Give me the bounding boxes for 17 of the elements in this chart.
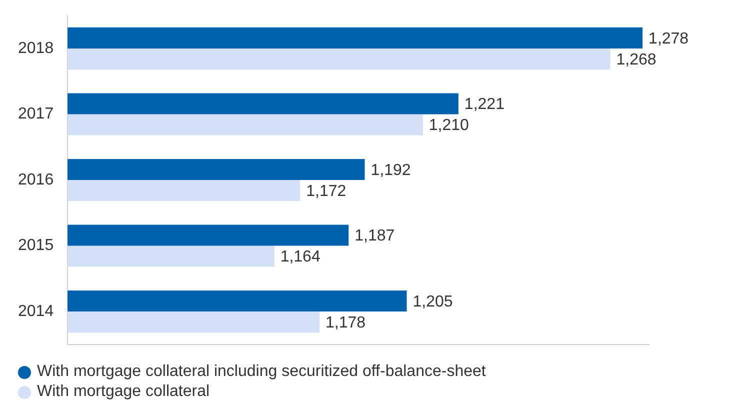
data-label: 1,172 (306, 182, 346, 200)
data-label: 1,278 (648, 30, 689, 48)
data-label: 1,205 (412, 293, 453, 310)
data-label: 1,192 (370, 162, 411, 179)
data-label: 1,164 (280, 248, 320, 266)
y-tick-label: 2018 (18, 40, 54, 57)
y-tick-label: 2016 (18, 171, 54, 188)
data-label: 1,187 (354, 228, 395, 245)
y-tick-label: 2015 (18, 237, 54, 254)
legend-label: With mortgage collateral including securitized off-balance-sheet (37, 362, 486, 382)
y-tick-label: 2014 (18, 302, 54, 320)
legend-label: With mortgage collateral (37, 382, 210, 402)
data-label: 1,268 (616, 51, 656, 68)
data-label: 1,210 (428, 117, 470, 134)
data-label: 1,221 (464, 96, 505, 114)
y-tick-label: 2017 (18, 106, 54, 123)
data-label: 1,178 (326, 314, 366, 332)
